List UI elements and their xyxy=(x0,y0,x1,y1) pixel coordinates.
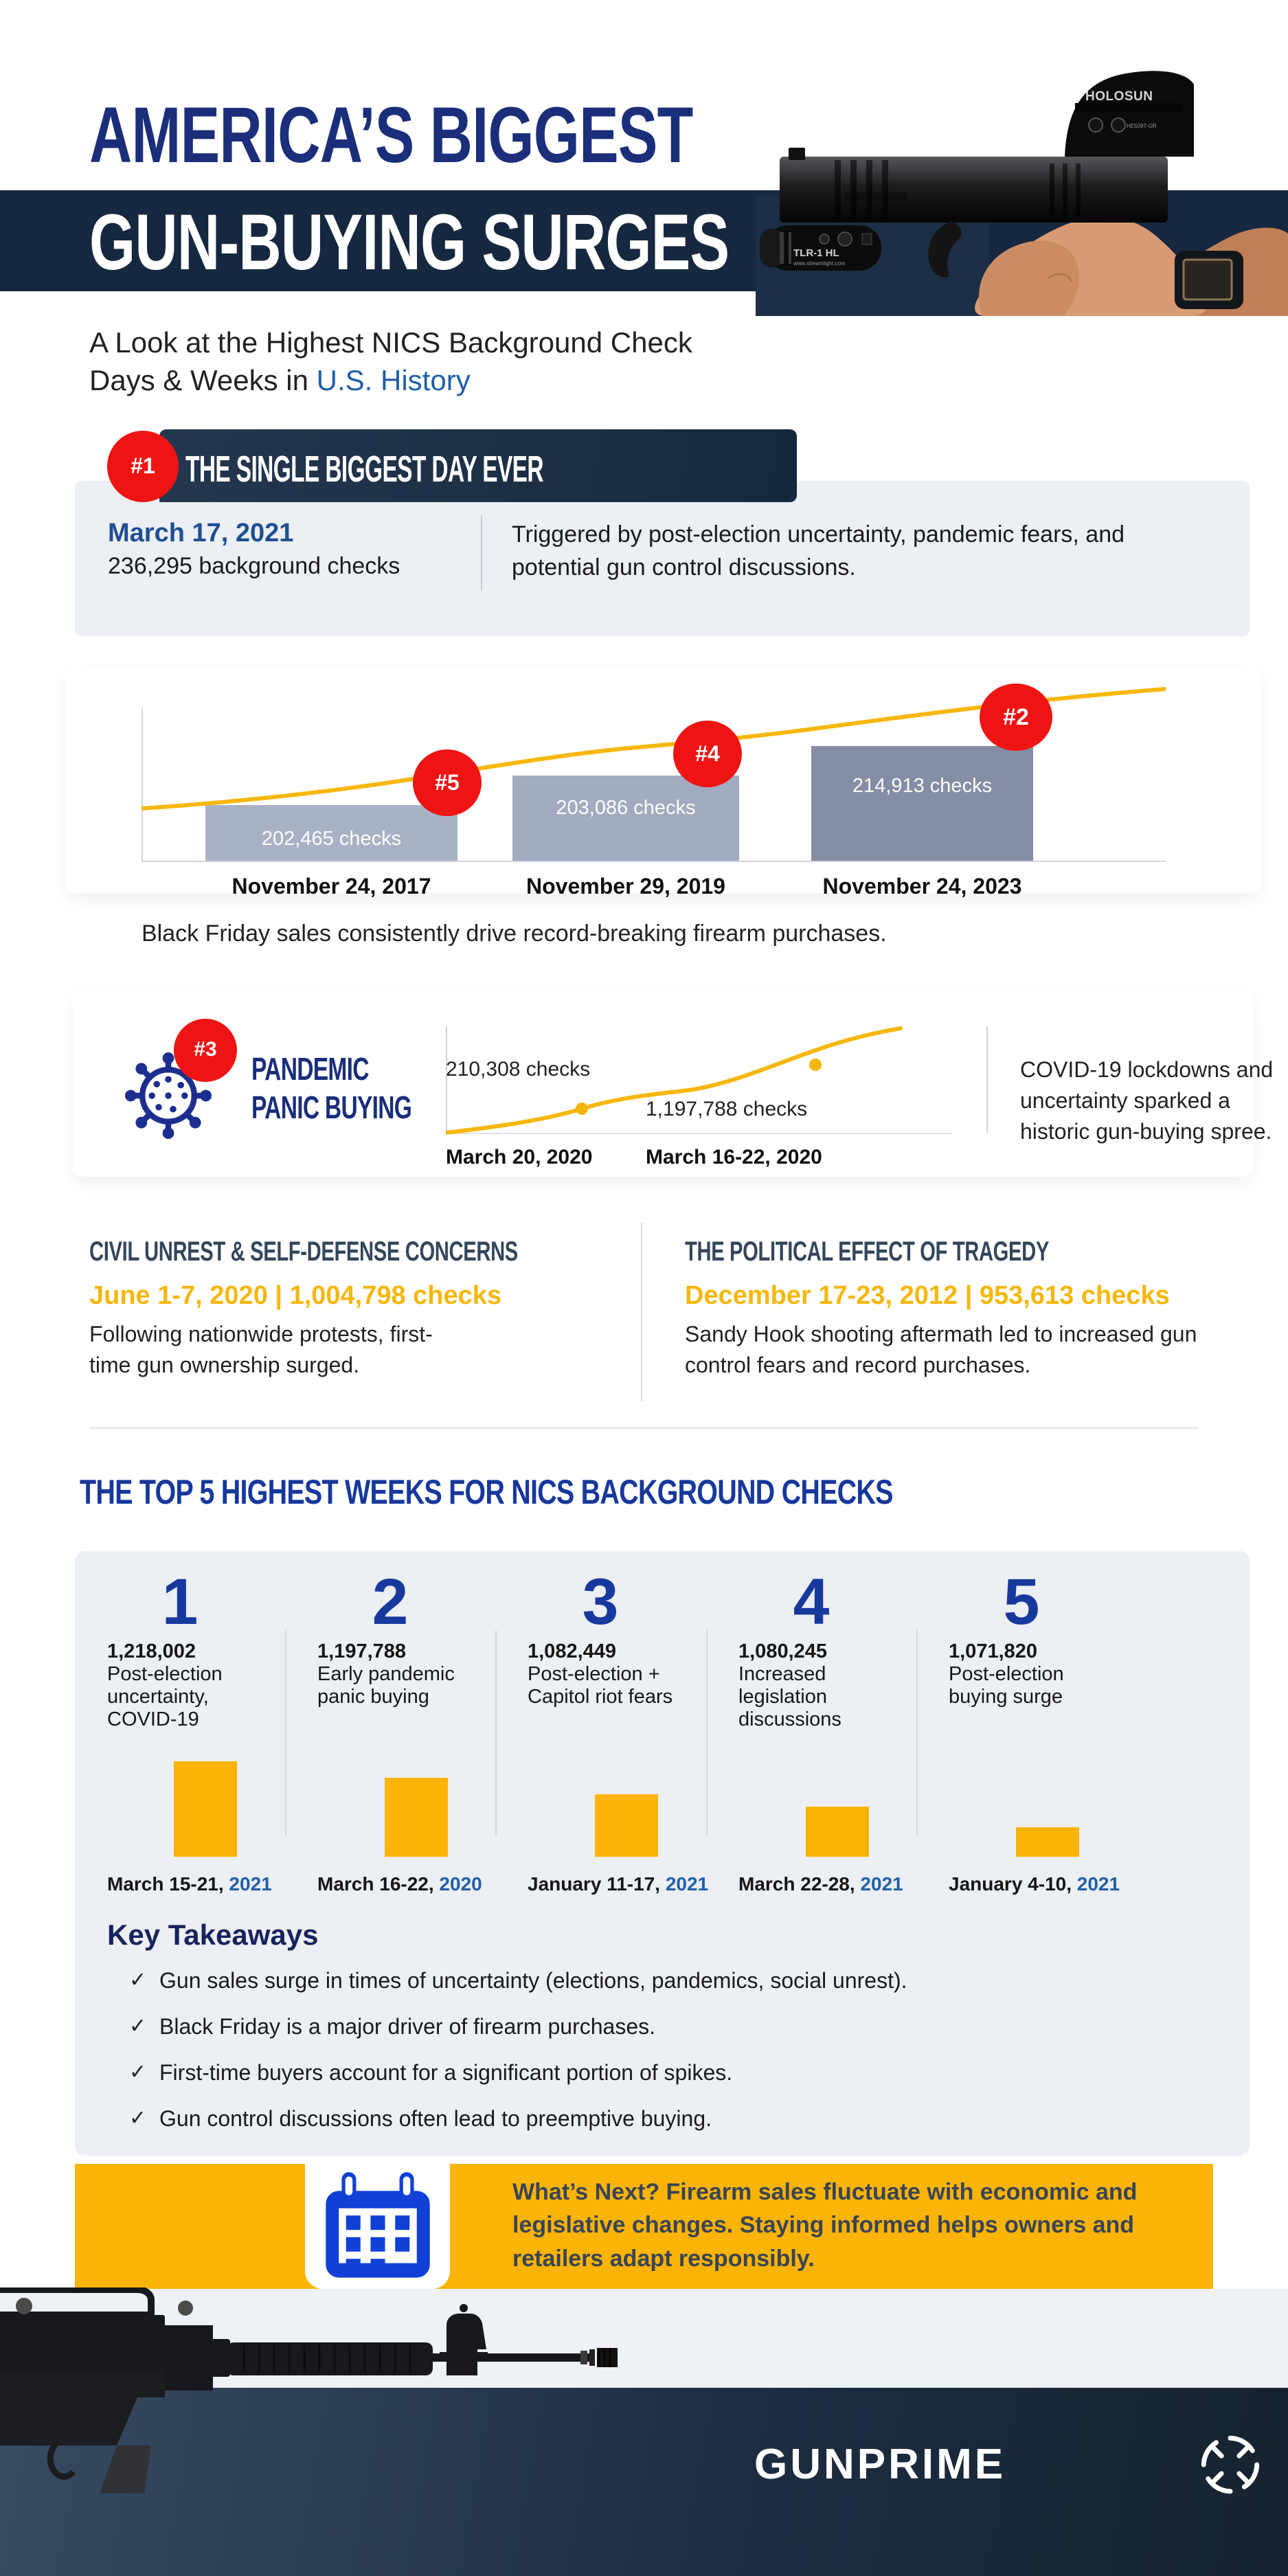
svg-text:HE509T-GR: HE509T-GR xyxy=(1127,123,1157,129)
svg-text:TLR-1 HL: TLR-1 HL xyxy=(793,247,839,259)
svg-text:www.streamlight.com: www.streamlight.com xyxy=(793,260,846,267)
svg-text:HOLOSUN: HOLOSUN xyxy=(1085,89,1153,104)
